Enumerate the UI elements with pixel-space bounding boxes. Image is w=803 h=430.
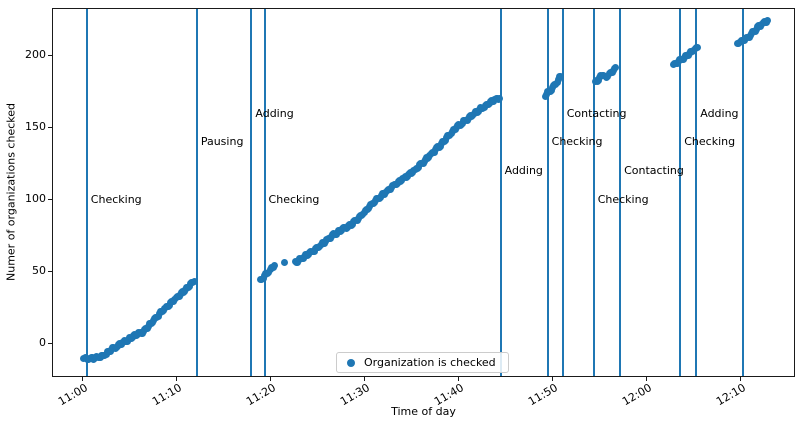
legend: Organization is checked <box>336 352 509 373</box>
event-label-contacting-8: Contacting <box>624 164 684 178</box>
legend-entry-label: Organization is checked <box>364 356 496 369</box>
event-vline-unlabeled-11 <box>742 9 745 376</box>
y-tick-mark-200 <box>48 54 52 56</box>
y-tick-label-0: 0 <box>39 336 46 350</box>
event-vline-adding-10 <box>695 9 698 376</box>
y-tick-label-100: 100 <box>25 191 46 205</box>
scatter-dot <box>599 71 607 79</box>
x-tick-mark-11:50 <box>552 377 554 381</box>
event-vline-contacting-6 <box>561 9 564 376</box>
scatter-dot <box>611 64 619 72</box>
event-label-pausing-1: Pausing <box>200 135 244 149</box>
x-tick-mark-12:00 <box>646 377 648 381</box>
legend-marker-dot-icon <box>347 358 355 367</box>
event-vline-checking-5 <box>546 9 549 376</box>
event-vline-adding-4 <box>499 9 502 376</box>
event-vline-checking-0 <box>85 9 88 376</box>
x-tick-mark-11:30 <box>364 377 366 381</box>
event-vline-checking-7 <box>592 9 595 376</box>
scatter-dot <box>271 261 279 269</box>
y-tick-label-50: 50 <box>32 264 46 278</box>
scatter-dot <box>764 16 772 24</box>
x-axis-label: Time of day <box>391 405 456 418</box>
event-label-checking-0: Checking <box>90 192 142 206</box>
x-tick-mark-11:40 <box>458 377 460 381</box>
event-vline-checking-3 <box>263 9 266 376</box>
event-label-adding-10: Adding <box>700 106 739 120</box>
event-vline-checking-9 <box>679 9 682 376</box>
event-label-contacting-6: Contacting <box>566 106 627 120</box>
event-label-adding-2: Adding <box>255 106 294 120</box>
scatter-dot <box>496 94 504 102</box>
event-vline-contacting-8 <box>619 9 622 376</box>
x-tick-mark-12:10 <box>740 377 742 381</box>
event-vline-adding-2 <box>250 9 253 376</box>
y-axis-label: Numer of organizations checked <box>4 103 18 281</box>
plot-area: Checking Pausing Adding Checking Adding Check… <box>52 8 795 377</box>
event-label-checking-9: Checking <box>684 135 736 149</box>
y-tick-label-150: 150 <box>25 119 46 133</box>
scatter-dot <box>693 44 701 52</box>
event-label-checking-5: Checking <box>551 135 603 149</box>
scatter-dot <box>190 277 198 285</box>
y-tick-label-200: 200 <box>25 47 46 61</box>
y-tick-mark-150 <box>48 126 52 128</box>
y-tick-mark-100 <box>48 198 52 200</box>
x-tick-mark-11:00 <box>82 377 84 381</box>
event-label-checking-7: Checking <box>597 192 649 206</box>
scatter-dot <box>557 72 565 80</box>
event-label-adding-4: Adding <box>504 164 543 178</box>
y-tick-mark-50 <box>48 271 52 273</box>
x-tick-mark-11:10 <box>176 377 178 381</box>
y-tick-mark-0 <box>48 343 52 345</box>
event-vline-pausing-1 <box>195 9 198 376</box>
event-label-checking-3: Checking <box>268 192 320 206</box>
scatter-dot <box>280 258 288 266</box>
x-tick-mark-11:20 <box>270 377 272 381</box>
